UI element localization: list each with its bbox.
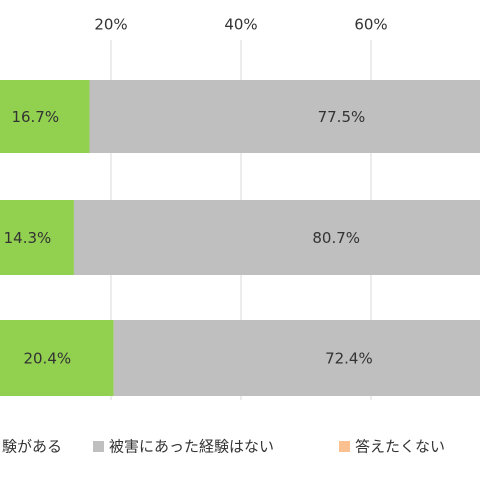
legend-label: 験がある <box>2 438 62 456</box>
legend-swatch <box>339 441 350 452</box>
value-label: 80.7% <box>312 229 360 247</box>
bar-segment <box>0 320 114 396</box>
x-tick-label: 40% <box>224 16 257 34</box>
value-label: 16.7% <box>11 108 59 126</box>
x-tick-label: 60% <box>354 16 387 34</box>
value-label: 20.4% <box>23 350 71 368</box>
value-label: 14.3% <box>4 229 52 247</box>
bar-segment <box>113 320 480 396</box>
bar-segment <box>73 200 480 275</box>
bar-segment <box>0 80 90 153</box>
legend-label: 被害にあった経験はない <box>109 438 274 456</box>
x-tick-label: 20% <box>94 16 127 34</box>
value-label: 77.5% <box>318 108 366 126</box>
bar-segment <box>0 200 74 275</box>
legend-label: 答えたくない <box>355 438 445 456</box>
bar-segment <box>89 80 480 153</box>
legend-swatch <box>93 441 104 452</box>
value-label: 72.4% <box>325 350 373 368</box>
